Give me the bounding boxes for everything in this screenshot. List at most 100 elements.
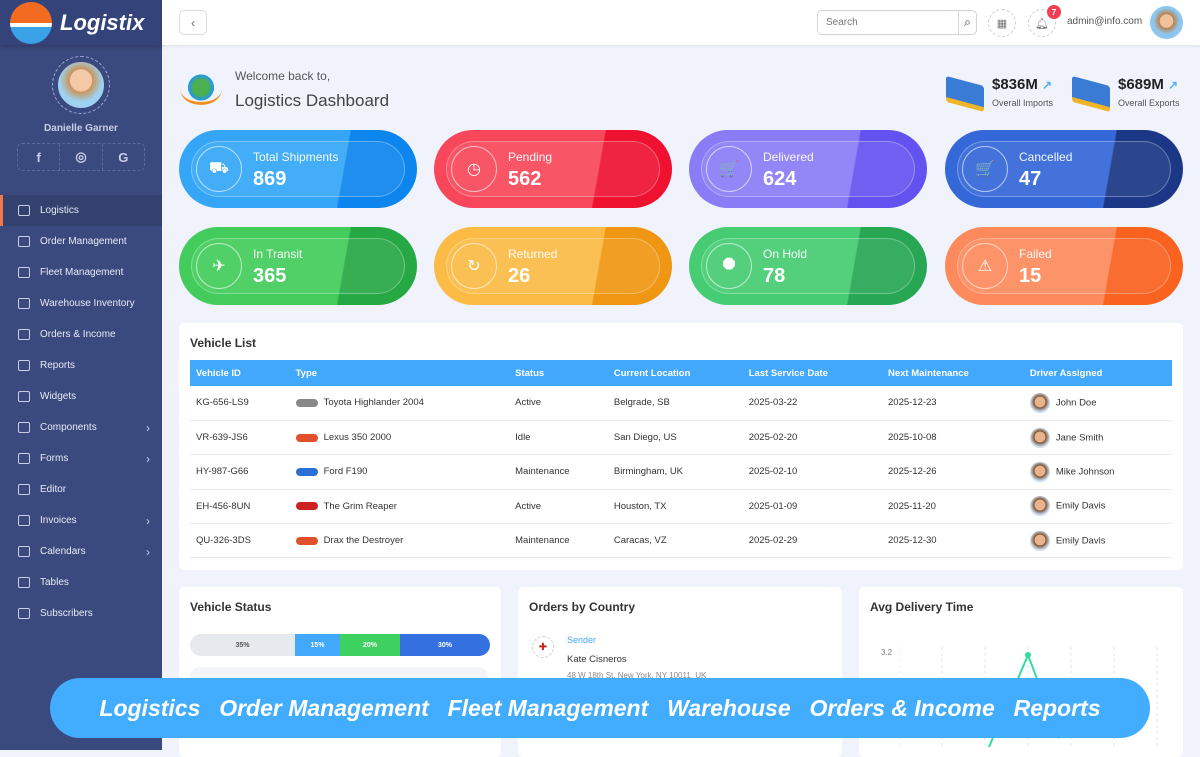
table-cell: VR-639-JS6 — [190, 420, 290, 456]
export-truck-icon — [1072, 75, 1110, 112]
floatbar-link[interactable]: Orders & Income — [809, 694, 995, 721]
imports-value: $836M — [992, 76, 1038, 93]
vehicle-icon — [295, 433, 318, 442]
sidebar-item-fleet-management[interactable]: Fleet Management — [0, 257, 162, 288]
exports-stat: $689M ↗ Overall Exports — [1072, 75, 1180, 112]
table-cell: Active — [509, 489, 608, 525]
stat-card-in-transit[interactable]: ✈ In Transit 365 — [179, 227, 417, 305]
search-button[interactable]: ⌕ — [958, 11, 976, 34]
imports-label: Overall Imports — [992, 98, 1054, 108]
search-input[interactable] — [818, 11, 958, 34]
sidebar-item-label: Subscribers — [40, 608, 93, 619]
floatbar-link[interactable]: Order Management — [219, 694, 429, 721]
cart-icon: 🛒 — [706, 146, 752, 192]
sidebar-item-invoices[interactable]: Invoices › — [0, 505, 162, 536]
cell-text: Birmingham, UK — [613, 466, 684, 478]
sidebar-item-components[interactable]: Components › — [0, 412, 162, 443]
stat-card-cancelled[interactable]: 🛒 Cancelled 47 — [945, 130, 1183, 208]
chevron-right-icon: › — [146, 513, 150, 528]
card-label: Cancelled — [1019, 150, 1073, 164]
status-segment[interactable]: 20% — [340, 634, 400, 656]
sidebar-item-label: Orders & Income — [40, 329, 116, 340]
table-row[interactable]: EH-456-8UN The Grim Reaper Active Houston, … — [190, 489, 1172, 525]
sidebar: Logistix Danielle Garner f ◎ G Logistics… — [0, 0, 162, 750]
panel-title: Avg Delivery Time — [870, 600, 974, 614]
column-header[interactable]: Type — [289, 360, 510, 386]
menu-icon — [18, 515, 30, 526]
cell-text: Toyota Highlander 2004 — [323, 397, 424, 409]
sidebar-item-tables[interactable]: Tables — [0, 567, 162, 598]
table-row[interactable]: QU-326-3DS Drax the Destroyer Maintenance C… — [190, 523, 1172, 559]
sidebar-item-calendars[interactable]: Calendars › — [0, 536, 162, 567]
notifications-button[interactable]: 🔔︎ 7 — [1028, 5, 1061, 37]
floatbar-link[interactable]: Logistics — [99, 694, 201, 721]
stat-card-total-shipments[interactable]: ⛟ Total Shipments 869 — [179, 130, 417, 208]
stat-card-delivered[interactable]: 🛒 Delivered 624 — [689, 130, 927, 208]
column-header[interactable]: Current Location — [607, 360, 743, 386]
facebook-icon[interactable]: f — [18, 144, 61, 170]
column-header[interactable]: Status — [509, 360, 608, 386]
driver-avatar — [1029, 392, 1050, 413]
card-value: 15 — [1019, 265, 1042, 287]
status-segment[interactable]: 35% — [190, 634, 295, 656]
sidebar-nav: Logistics Order Management Fleet Managemen… — [0, 195, 162, 629]
profile: Danielle Garner f ◎ G — [0, 45, 162, 171]
column-header[interactable]: Vehicle ID — [190, 360, 290, 386]
stat-card-on-hold[interactable]: ⯃ On Hold 78 — [689, 227, 927, 305]
menu-icon — [18, 608, 30, 619]
sidebar-item-editor[interactable]: Editor — [0, 474, 162, 505]
column-header[interactable]: Next Maintenance — [882, 360, 1024, 386]
table-cell: Houston, TX — [607, 489, 743, 525]
floatbar-link[interactable]: Warehouse — [667, 694, 791, 721]
table-row[interactable]: HY-987-G66 Ford F190 Maintenance Birmingham… — [190, 454, 1172, 490]
table-cell: Mike Johnson — [1023, 454, 1172, 490]
github-icon[interactable]: ◎ — [60, 144, 103, 170]
apps-button[interactable]: ▦ — [988, 9, 1016, 37]
cell-text: 2025-02-29 — [748, 535, 798, 547]
google-icon[interactable]: G — [118, 149, 129, 165]
sidebar-item-subscribers[interactable]: Subscribers — [0, 598, 162, 629]
sidebar-item-logistics[interactable]: Logistics — [0, 195, 162, 226]
sidebar-item-forms[interactable]: Forms › — [0, 443, 162, 474]
avatar[interactable] — [52, 56, 110, 114]
column-header[interactable]: Driver Assigned — [1023, 360, 1172, 386]
floatbar-link[interactable]: Reports — [1013, 694, 1101, 721]
sidebar-item-label: Components — [40, 422, 97, 433]
bell-icon: 🔔︎ — [1035, 17, 1049, 30]
column-header[interactable]: Last Service Date — [742, 360, 882, 386]
table-row[interactable]: VR-639-JS6 Lexus 350 2000 Idle San Diego, U… — [190, 420, 1172, 456]
profile-name: Danielle Garner — [44, 123, 118, 134]
sidebar-item-orders-income[interactable]: Orders & Income — [0, 319, 162, 350]
cell-text: Drax the Destroyer — [323, 535, 404, 547]
vehicle-icon — [295, 502, 318, 511]
cell-text: 2025-12-26 — [888, 466, 937, 478]
sidebar-item-reports[interactable]: Reports — [0, 350, 162, 381]
table-row[interactable]: KG-656-LS9 Toyota Highlander 2004 Active Be… — [190, 386, 1172, 421]
sidebar-item-label: Editor — [40, 484, 67, 495]
grid-icon: ▦ — [996, 17, 1008, 30]
user-avatar[interactable] — [1150, 6, 1183, 39]
sidebar-item-warehouse-inventory[interactable]: Warehouse Inventory — [0, 288, 162, 319]
stat-card-returned[interactable]: ↻ Returned 26 — [434, 227, 672, 305]
menu-icon — [18, 453, 30, 464]
table-cell: Idle — [509, 420, 608, 456]
sidebar-item-order-management[interactable]: Order Management — [0, 226, 162, 257]
stat-card-failed[interactable]: ⚠ Failed 15 — [945, 227, 1183, 305]
user-email[interactable]: admin@info.com — [1067, 16, 1143, 27]
table-cell: The Grim Reaper — [289, 489, 510, 525]
table-cell: Drax the Destroyer — [289, 523, 510, 559]
table-cell: Jane Smith — [1023, 420, 1172, 456]
floatbar-link[interactable]: Fleet Management — [447, 694, 649, 721]
status-segment[interactable]: 30% — [400, 634, 490, 656]
sidebar-item-widgets[interactable]: Widgets — [0, 381, 162, 412]
table-cell: 2025-01-09 — [742, 489, 882, 525]
sender-label: Sender — [567, 635, 597, 645]
menu-icon — [18, 205, 30, 216]
card-label: Total Shipments — [253, 150, 339, 164]
y-tick: 3.2 — [881, 648, 893, 657]
collapse-sidebar-button[interactable]: ‹ — [179, 10, 207, 35]
brand[interactable]: Logistix — [0, 0, 162, 45]
cell-text: 2025-02-20 — [748, 432, 798, 444]
stat-card-pending[interactable]: ◷ Pending 562 — [434, 130, 672, 208]
status-segment[interactable]: 15% — [295, 634, 340, 656]
